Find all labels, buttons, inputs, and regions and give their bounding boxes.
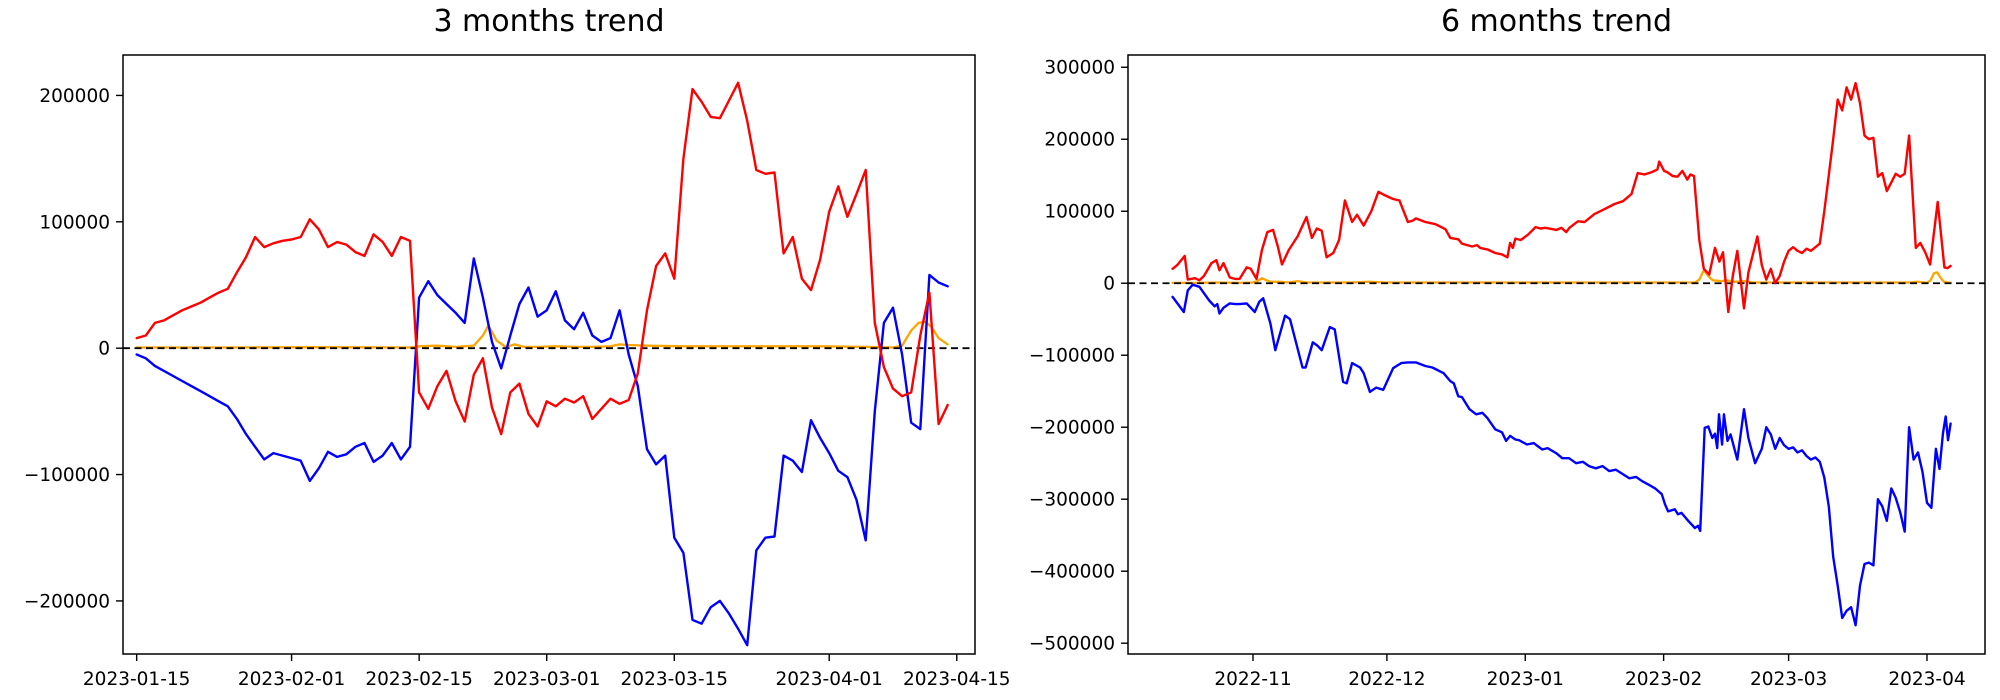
y-tick-label: −500000 bbox=[1029, 634, 1115, 655]
y-tick-label: 100000 bbox=[1044, 202, 1115, 223]
y-tick-label: 300000 bbox=[1044, 58, 1115, 79]
orange-line bbox=[135, 320, 949, 349]
x-tick-label: 2023-03-15 bbox=[621, 669, 729, 690]
x-tick-label: 2023-04 bbox=[1888, 669, 1965, 690]
orange-line bbox=[1171, 269, 1952, 285]
chart-title-3-months: 3 months trend bbox=[433, 4, 665, 39]
y-tick-label: 100000 bbox=[39, 212, 110, 233]
x-tick-label: 2023-03 bbox=[1750, 669, 1827, 690]
y-tick-label: −100000 bbox=[1029, 346, 1115, 367]
y-tick-label: −200000 bbox=[1029, 418, 1115, 439]
y-tick-label: 0 bbox=[1103, 274, 1115, 295]
red-line bbox=[135, 81, 949, 436]
x-tick-label: 2023-01-15 bbox=[83, 669, 191, 690]
x-tick-label: 2022-11 bbox=[1214, 669, 1291, 690]
x-tick-label: 2022-12 bbox=[1348, 669, 1425, 690]
x-tick-label: 2023-02-15 bbox=[365, 669, 473, 690]
y-tick-label: 200000 bbox=[39, 86, 110, 107]
plot-frame bbox=[1127, 54, 1986, 655]
y-tick-label: −200000 bbox=[24, 591, 110, 612]
y-tick-label: −300000 bbox=[1029, 490, 1115, 511]
plot-frame bbox=[122, 54, 976, 655]
x-tick-label: 2023-04-01 bbox=[775, 669, 883, 690]
blue-line bbox=[1171, 283, 1952, 627]
x-tick-label: 2023-02-01 bbox=[238, 669, 346, 690]
y-tick-label: −100000 bbox=[24, 465, 110, 486]
red-line bbox=[1171, 81, 1952, 314]
x-tick-label: 2023-02 bbox=[1625, 669, 1702, 690]
y-tick-label: 200000 bbox=[1044, 130, 1115, 151]
chart-title-6-months: 6 months trend bbox=[1440, 4, 1673, 39]
blue-line bbox=[135, 257, 949, 647]
x-tick-label: 2023-01 bbox=[1487, 669, 1564, 690]
x-tick-label: 2023-04-15 bbox=[903, 669, 1011, 690]
y-tick-label: 0 bbox=[98, 339, 110, 360]
x-tick-label: 2023-03-01 bbox=[493, 669, 601, 690]
y-tick-label: −400000 bbox=[1029, 562, 1115, 583]
